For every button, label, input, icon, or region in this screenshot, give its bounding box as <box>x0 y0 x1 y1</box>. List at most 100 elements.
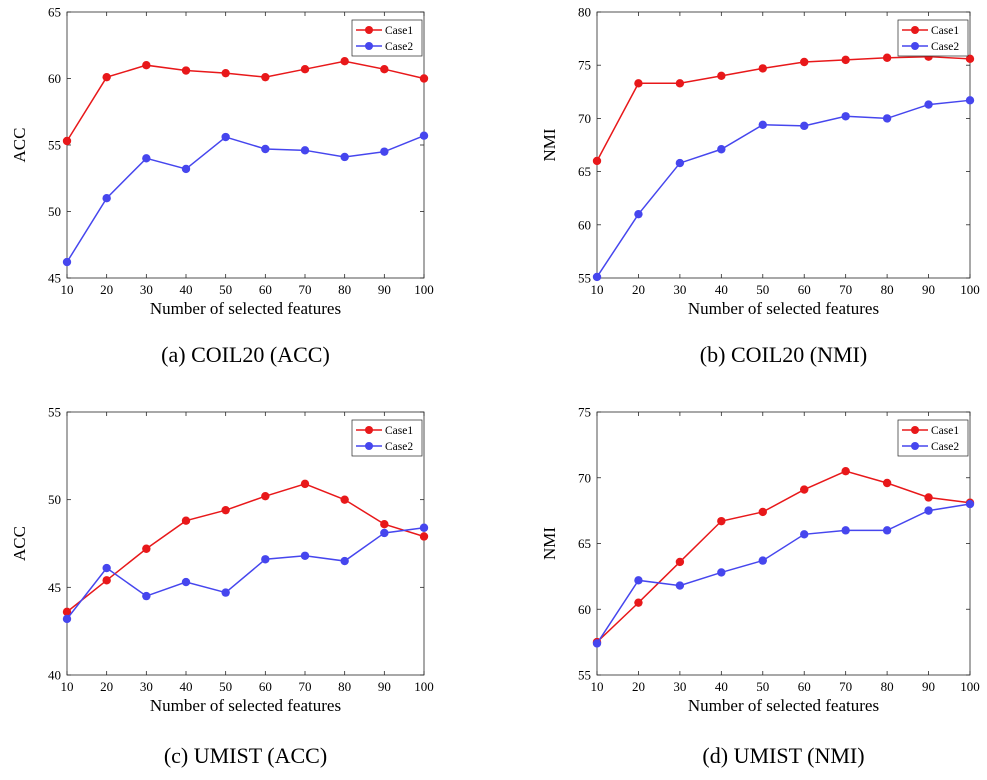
plot-area <box>66 411 425 676</box>
x-tick-label: 30 <box>673 679 686 694</box>
data-point-case2 <box>882 526 892 535</box>
data-point-case2 <box>380 528 389 538</box>
data-point-case1 <box>221 68 230 78</box>
data-point-case2 <box>142 591 151 601</box>
data-point-case1 <box>340 57 349 66</box>
chart-panel-4: 10 20 30 40 50 60 70 80 90 100 55 60 65 70 75 Number of… <box>540 405 980 769</box>
x-tick-label: 60 <box>259 679 272 694</box>
data-point-case1 <box>965 54 975 64</box>
data-point-case2 <box>592 639 602 648</box>
series-line-case2 <box>596 99 971 278</box>
data-point-case2 <box>102 563 111 573</box>
data-point-case2 <box>300 551 310 560</box>
legend-box <box>897 419 969 457</box>
legend: Case1 Case2 <box>351 419 423 457</box>
y-tick-label: 80 <box>578 5 591 20</box>
x-tick-label: 80 <box>881 679 894 694</box>
data-point-case1 <box>758 507 767 517</box>
legend-box <box>897 19 969 57</box>
data-point-case2 <box>675 581 685 590</box>
y-tick-label: 60 <box>578 217 591 232</box>
legend-label: Case1 <box>385 425 413 437</box>
x-tick-label: 10 <box>591 282 604 297</box>
series-line-case2 <box>66 526 425 620</box>
data-point-case2 <box>340 152 349 162</box>
x-tick-label: 60 <box>798 282 811 297</box>
legend-label: Case1 <box>385 25 413 37</box>
data-point-case2 <box>882 114 892 123</box>
y-tick-label: 65 <box>578 164 591 179</box>
x-tick-label: 10 <box>61 679 74 694</box>
chart-panel-3: 10 20 30 40 50 60 70 80 90 100 40 45 50 55 Number of s… <box>10 405 434 769</box>
data-point-case2 <box>300 146 310 155</box>
data-point-case1 <box>102 576 111 585</box>
x-tick-label: 100 <box>960 679 980 694</box>
data-point-case1 <box>62 607 72 617</box>
panel-caption: (b) COIL20 (NMI) <box>700 342 867 367</box>
legend: Case1 Case2 <box>351 19 423 57</box>
data-point-case1 <box>717 71 726 81</box>
y-tick-label: 65 <box>48 5 61 20</box>
legend-box <box>351 419 423 457</box>
data-point-case2 <box>261 555 270 564</box>
data-point-case2 <box>261 144 270 154</box>
series-line-case1 <box>66 60 425 142</box>
y-axis-label: ACC <box>10 128 29 163</box>
x-axis-label: Number of selected features <box>688 696 879 715</box>
y-axis-label: NMI <box>540 128 559 161</box>
x-tick-label: 70 <box>839 282 852 297</box>
data-point-case2 <box>675 158 685 168</box>
data-point-case2 <box>102 194 111 203</box>
x-tick-label: 50 <box>219 679 232 694</box>
x-tick-label: 40 <box>715 679 728 694</box>
x-tick-label: 90 <box>922 282 935 297</box>
data-point-case2 <box>380 147 389 156</box>
x-tick-label: 70 <box>299 679 312 694</box>
series-line-case2 <box>596 503 971 644</box>
data-point-case2 <box>924 506 933 515</box>
data-point-case2 <box>221 588 230 597</box>
data-point-case1 <box>634 598 643 607</box>
x-tick-label: 50 <box>219 282 232 297</box>
data-point-case2 <box>419 523 429 532</box>
y-tick-label: 65 <box>578 536 591 551</box>
data-point-case1 <box>841 55 850 65</box>
x-tick-label: 40 <box>715 282 728 297</box>
data-point-case1 <box>758 64 767 73</box>
x-tick-label: 80 <box>338 679 351 694</box>
data-point-case1 <box>300 64 310 74</box>
y-tick-label: 60 <box>578 602 591 617</box>
legend-label: Case2 <box>931 441 959 453</box>
y-tick-label: 75 <box>578 58 591 73</box>
y-tick-label: 45 <box>48 271 61 286</box>
x-tick-label: 60 <box>259 282 272 297</box>
x-tick-label: 40 <box>180 679 193 694</box>
x-tick-label: 10 <box>61 282 74 297</box>
legend-marker <box>365 426 373 434</box>
y-tick-label: 45 <box>48 580 61 595</box>
data-point-case1 <box>419 532 429 541</box>
data-point-case2 <box>340 556 349 566</box>
legend-marker <box>365 442 373 450</box>
legend-label: Case1 <box>931 25 959 37</box>
data-point-case1 <box>717 516 726 526</box>
data-point-case2 <box>592 272 602 282</box>
y-axis-label: ACC <box>10 526 29 561</box>
data-point-case2 <box>634 576 643 585</box>
panel-caption: (d) UMIST (NMI) <box>702 743 864 768</box>
legend-box <box>351 19 423 57</box>
x-tick-label: 20 <box>632 282 645 297</box>
data-point-case1 <box>102 72 111 82</box>
legend-marker <box>911 26 919 34</box>
data-point-case1 <box>675 557 685 567</box>
y-tick-label: 60 <box>48 71 61 86</box>
data-point-case2 <box>62 614 72 624</box>
data-point-case1 <box>924 493 933 502</box>
data-point-case1 <box>675 79 685 88</box>
y-axis-label: NMI <box>540 527 559 560</box>
legend-marker <box>911 42 919 50</box>
data-point-case2 <box>181 164 191 174</box>
y-tick-label: 55 <box>48 138 61 153</box>
data-point-case1 <box>380 520 389 529</box>
x-tick-label: 90 <box>922 679 935 694</box>
